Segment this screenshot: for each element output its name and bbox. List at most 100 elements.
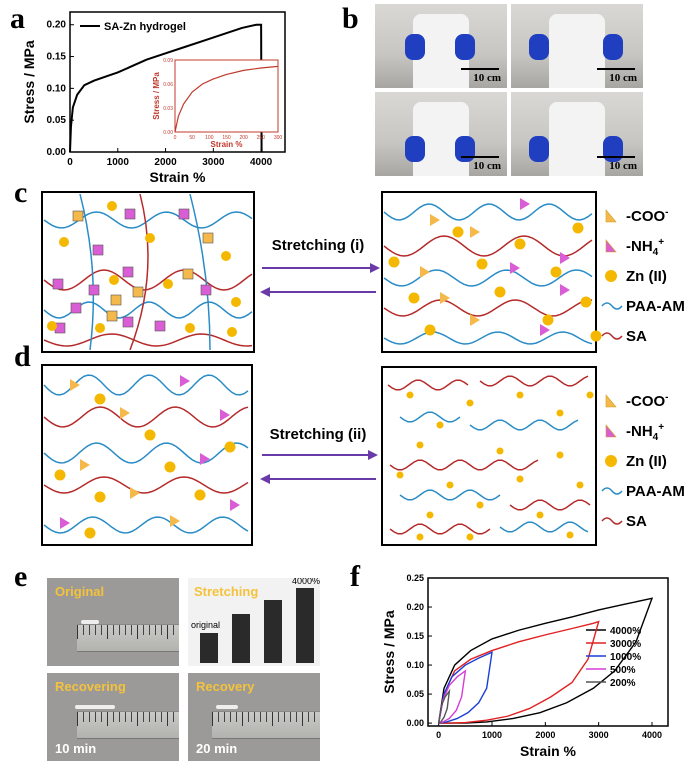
- scheme-d-legend-symbol-0: [605, 394, 617, 408]
- scheme-d-zn-right-15: [536, 511, 544, 519]
- scheme-c-crosslink-3: [202, 232, 214, 244]
- x-tick-label-a-2: 2000: [154, 157, 177, 168]
- scheme-d-legend-label-3: PAA-AM: [626, 483, 685, 500]
- scheme-c-zn-left-1: [59, 237, 69, 247]
- x-tick-label-a-0: 0: [67, 157, 73, 168]
- inset-x-label: Strain %: [210, 140, 242, 149]
- y-tick-label-f-2: 0.10: [406, 660, 424, 670]
- label-time-20: 20 min: [196, 741, 238, 756]
- x-tick-label-f-1: 1000: [482, 730, 502, 740]
- scheme-d-zn-right-8: [556, 451, 564, 459]
- label-recovery: Recovery: [196, 679, 255, 694]
- scheme-c: Stretching (i) -COO- -NH4+ Zn (II) PAA-AM SA: [41, 191, 685, 353]
- x-tick-label-f-3: 3000: [589, 730, 609, 740]
- x-tick-label-f-0: 0: [436, 730, 441, 740]
- legend-label-f-1: 3000%: [610, 639, 641, 650]
- scheme-c-legend-symbol-2: [605, 270, 617, 282]
- panel-letter-a: a: [10, 2, 25, 35]
- scheme-d-legend-symbol-4: [601, 517, 623, 525]
- scheme-c-crosslink-1: [124, 208, 136, 220]
- scheme-d-right-frag-4: [389, 459, 539, 471]
- chart-a: 0 1000 2000 3000 40000.000.050.100.150.20Str…: [21, 11, 286, 185]
- scheme-c-right-box: [381, 191, 597, 353]
- inset-y-tick-label-1: 0.03: [163, 106, 173, 112]
- scheme-c-crosslink-8: [88, 284, 100, 296]
- scheme-d-zn-right-3: [516, 391, 524, 399]
- y-tick-label-a-4: 0.20: [47, 20, 67, 31]
- scheme-d-legend-symbol-3: [601, 487, 623, 495]
- scheme-d-left-tri-5: [200, 453, 210, 465]
- scheme-c-crosslink-15: [110, 294, 122, 306]
- scheme-d-right-frag-0: [387, 379, 469, 391]
- scheme-d-right-box: [381, 366, 597, 546]
- scheme-d-zn-right-0: [406, 391, 414, 399]
- scheme-c-zn-left-2: [145, 233, 155, 243]
- scheme-c-label: Stretching (i): [272, 237, 365, 254]
- scheme-c-crosslink-6: [182, 268, 194, 280]
- scheme-c-zn-left-5: [163, 279, 173, 289]
- scheme-d-legend-label-1: -NH4+: [626, 422, 664, 443]
- x-tick-label-f-2: 2000: [535, 730, 555, 740]
- photo-recovering: Recovering 10 min: [47, 673, 179, 761]
- scheme-d-legend-label-2: Zn (II): [626, 453, 667, 470]
- photo-b-3: 10 cm: [375, 92, 507, 176]
- label-recovering: Recovering: [55, 679, 126, 694]
- scheme-c-left-vline-1: [129, 193, 149, 351]
- scheme-d-zn-right-16: [566, 531, 574, 539]
- legend-label-f-3: 500%: [610, 665, 636, 676]
- series-loop-f-3: [437, 669, 467, 724]
- label-time-10: 10 min: [55, 741, 97, 756]
- scheme-d-zn-right-13: [426, 511, 434, 519]
- scheme-d-left-tri-8: [170, 515, 180, 527]
- scheme-c-zn-right-9: [424, 324, 436, 336]
- scheme-c-right-red-1: [383, 235, 593, 257]
- scheme-d-zn-right-1: [436, 421, 444, 429]
- inset-x-tick-label-6: 300: [274, 135, 283, 141]
- x-tick-label-f-4: 4000: [642, 730, 662, 740]
- inset-y-tick-label-0: 0.00: [163, 130, 173, 136]
- scheme-d-zn-left-1: [144, 429, 156, 441]
- inset-y-label: Stress / MPa: [152, 72, 161, 120]
- scheme-d-zn-right-12: [576, 481, 584, 489]
- scheme-c-legend-symbol-3: [601, 302, 623, 310]
- scheme-d-legend-label-0: -COO-: [626, 392, 669, 410]
- scheme-c-zn-right-2: [572, 222, 584, 234]
- inset-x-tick-label-0: 0: [174, 135, 177, 141]
- scheme-c-right-tri-3: [560, 252, 570, 264]
- label-stretching: Stretching: [194, 584, 259, 599]
- scheme-d-right-frag-3: [469, 419, 579, 431]
- scheme-d-zn-left-4: [224, 441, 236, 453]
- scheme-d-right-frag-6: [509, 499, 591, 511]
- scheme-c-legend-label-2: Zn (II): [626, 268, 667, 285]
- scheme-d-right-frag-7: [389, 523, 491, 535]
- scheme-d-zn-right-14: [476, 501, 484, 509]
- scheme-d-legend-label-4: SA: [626, 513, 647, 530]
- scheme-d-arrow-back-head: [260, 474, 270, 484]
- label-tube-max: 4000%: [292, 578, 320, 586]
- scheme-d-zn-left-3: [164, 461, 176, 473]
- photo-b-1: 10 cm: [375, 4, 507, 88]
- scheme-c-left-red-1: [43, 269, 253, 291]
- scheme-d-left-tri-4: [80, 459, 90, 471]
- scheme-c-crosslink-5: [122, 266, 134, 278]
- scheme-d-zn-left-5: [94, 491, 106, 503]
- inset-series-line: [174, 65, 279, 133]
- photo-b-4: 10 cm: [511, 92, 643, 176]
- scheme-c-right-red-2: [383, 299, 592, 317]
- series-loop-f-0: [437, 597, 654, 724]
- series-loop-f-2: [437, 651, 493, 724]
- scheme-d-left-tri-1: [180, 375, 190, 387]
- photo-original: Original: [47, 578, 179, 666]
- scheme-d-left-blue-2: [43, 442, 249, 464]
- y-axis-label-a: Stress / MPa: [21, 40, 37, 123]
- scheme-c-zn-right-7: [494, 286, 506, 298]
- photo-stretching: Stretching original 4000%: [188, 578, 320, 666]
- y-tick-label-a-3: 0.15: [47, 52, 67, 63]
- scheme-c-legend-symbol-0: [605, 209, 617, 223]
- scale-label-b-3: 10 cm: [473, 160, 501, 172]
- scale-label-b-2: 10 cm: [609, 72, 637, 84]
- y-axis-label-f: Stress / MPa: [381, 610, 397, 693]
- scheme-c-crosslink-13: [122, 316, 134, 328]
- scheme-c-crosslink-14: [154, 320, 166, 332]
- scheme-d-zn-right-10: [446, 481, 454, 489]
